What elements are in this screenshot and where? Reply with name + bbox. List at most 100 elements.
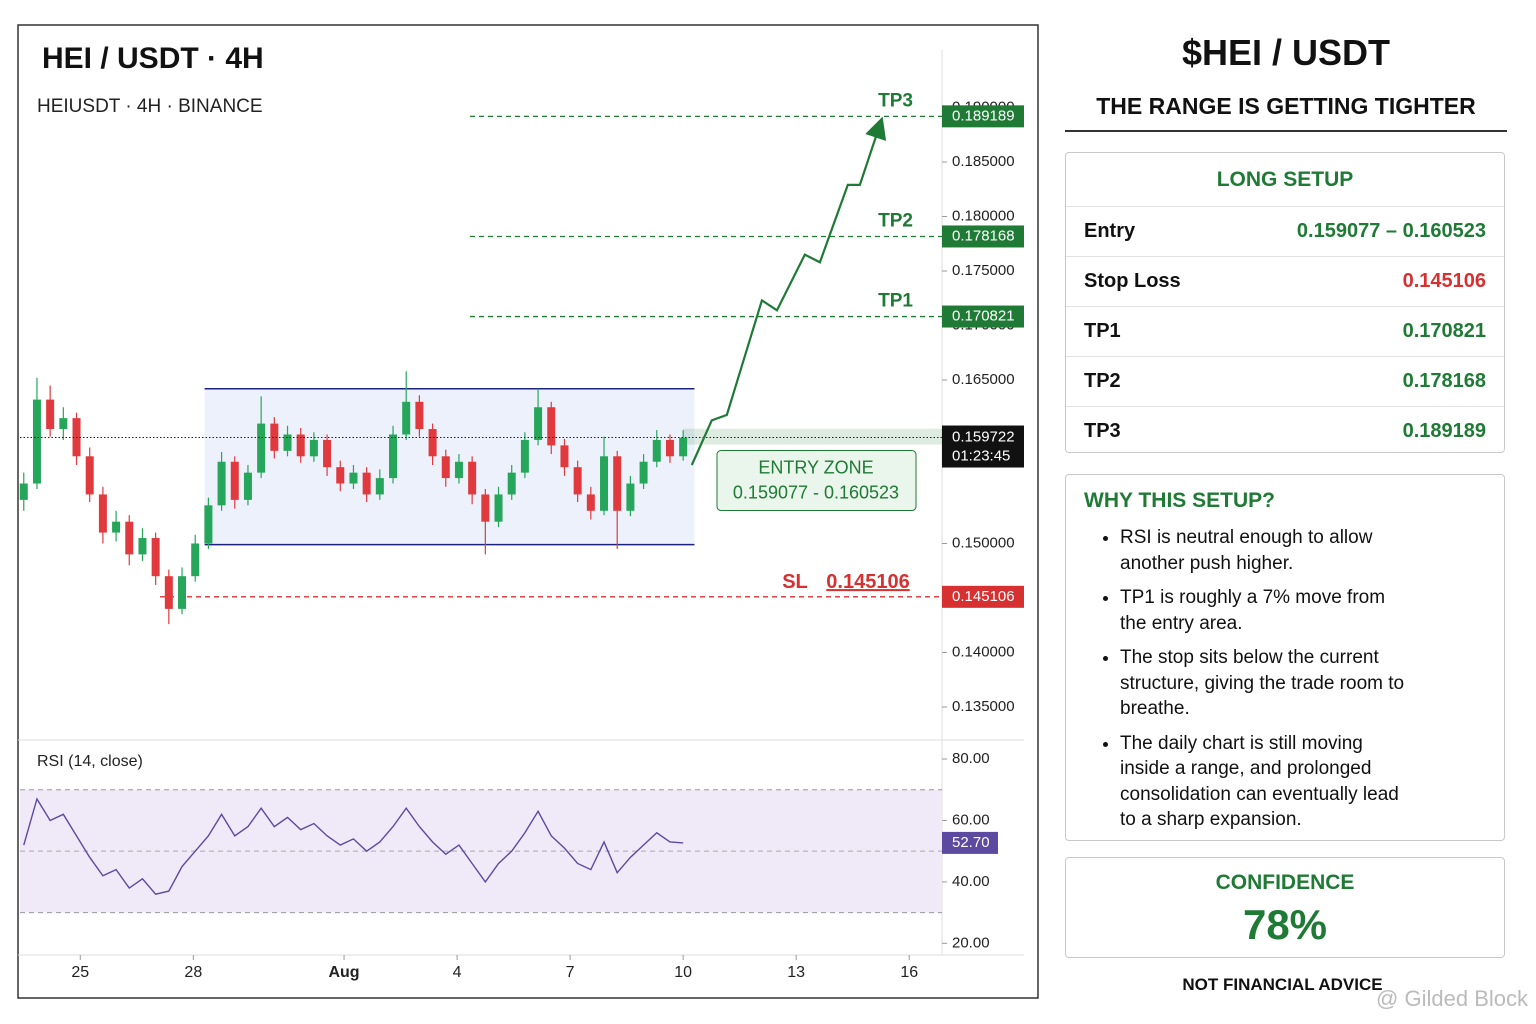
candle-body xyxy=(428,429,437,457)
level-tag xyxy=(942,225,1024,248)
y-tick-label: 0.165000 xyxy=(952,371,1015,388)
candle-body xyxy=(402,401,411,435)
candle-body xyxy=(534,407,543,440)
setup-label: Stop Loss xyxy=(1084,270,1181,292)
y-tick-label: 0.140000 xyxy=(952,643,1015,660)
level-label: TP1 xyxy=(878,291,913,312)
setup-value: 0.178168 xyxy=(1402,370,1486,392)
setup-row: TP2 0.178168 xyxy=(1066,356,1504,406)
level-tag-label: 0.178168 xyxy=(952,227,1015,244)
level-value-label: 0.145106 xyxy=(826,571,909,593)
current-price-label: 0.159722 xyxy=(952,428,1015,445)
setup-label: TP3 xyxy=(1084,420,1121,442)
entry-callout xyxy=(716,450,917,512)
rsi-tag-label: 52.70 xyxy=(952,834,990,851)
setup-value: 0.159077 – 0.160523 xyxy=(1296,220,1486,242)
candle-body xyxy=(600,456,609,511)
chart-subtitle: HEIUSDT · 4H · BINANCE xyxy=(37,96,263,117)
candle-body xyxy=(626,483,635,511)
candle-body xyxy=(309,439,318,457)
setup-row: TP1 0.170821 xyxy=(1066,306,1504,356)
candle-body xyxy=(639,461,648,484)
setup-row: TP3 0.189189 xyxy=(1066,406,1504,456)
candle-body xyxy=(441,456,450,479)
level-tag xyxy=(942,305,1024,328)
entry-callout-range: 0.159077 - 0.160523 xyxy=(733,482,899,502)
y-tick-label: 0.150000 xyxy=(952,534,1015,551)
rsi-tag xyxy=(942,831,998,854)
level-label: TP3 xyxy=(878,90,913,111)
x-tick-label: 13 xyxy=(787,964,805,981)
y-tick-label: 0.135000 xyxy=(952,698,1015,715)
candle-body xyxy=(665,439,674,457)
bullet: RSI is neutral enough to allow another p… xyxy=(1120,525,1410,576)
bullet: The stop sits below the current structur… xyxy=(1120,645,1410,722)
bullet-list: RSI is neutral enough to allow another p… xyxy=(1084,525,1410,833)
candle-body xyxy=(204,505,213,544)
level-tag xyxy=(942,105,1024,128)
candle-body xyxy=(46,399,55,430)
candle-body xyxy=(679,437,688,457)
candle-body xyxy=(349,472,358,484)
level-tag-label: 0.189189 xyxy=(952,107,1015,124)
candle-body xyxy=(323,439,332,468)
candle-body xyxy=(560,445,569,468)
setup-value: 0.189189 xyxy=(1402,420,1486,442)
setup-row: Stop Loss 0.145106 xyxy=(1066,256,1504,306)
chart-title: HEI / USDT · 4H xyxy=(42,42,264,75)
confidence-label: CONFIDENCE xyxy=(1215,871,1355,894)
y-tick-label: 0.180000 xyxy=(952,207,1015,224)
candle-body xyxy=(454,461,463,479)
candle-body xyxy=(652,439,661,462)
level-tag xyxy=(942,585,1024,608)
rsi-title: RSI (14, close) xyxy=(37,753,143,770)
candle-body xyxy=(270,423,279,451)
candle-body xyxy=(32,399,41,484)
candle-body xyxy=(468,461,477,495)
level-tag-label: 0.170821 xyxy=(952,308,1015,325)
candle-body xyxy=(230,461,239,500)
x-tick-label: 7 xyxy=(566,964,575,981)
setup-card: LONG SETUP Entry 0.159077 – 0.160523 Stop … xyxy=(1065,152,1505,453)
candle-body xyxy=(217,461,226,506)
candle-body xyxy=(520,439,529,473)
setup-label: TP2 xyxy=(1084,370,1121,392)
candle-body xyxy=(296,434,305,457)
candle-body xyxy=(257,423,266,473)
candle-body xyxy=(85,456,94,495)
candle-body xyxy=(415,401,424,430)
setup-label: TP1 xyxy=(1084,320,1121,342)
setup-heading: LONG SETUP xyxy=(1216,168,1354,191)
setup-row: Entry 0.159077 – 0.160523 xyxy=(1066,206,1504,256)
candle-body xyxy=(59,418,68,430)
level-label: TP2 xyxy=(878,210,913,231)
candle-body xyxy=(573,467,582,495)
candle-body xyxy=(375,478,384,495)
candle-body xyxy=(613,456,622,511)
y-tick-label: 40.00 xyxy=(952,873,990,890)
current-price-tag xyxy=(942,425,1024,468)
y-tick-label: 60.00 xyxy=(952,811,990,828)
x-tick-label: Aug xyxy=(328,964,359,981)
y-tick-label: 20.00 xyxy=(952,934,990,951)
candle-body xyxy=(362,472,371,495)
setup-value: 0.145106 xyxy=(1402,270,1486,292)
candle-body xyxy=(481,494,490,522)
candle-body xyxy=(507,472,516,495)
candle-body xyxy=(164,576,173,609)
projection-path xyxy=(690,116,887,466)
x-tick-label: 28 xyxy=(184,964,202,981)
y-tick-label: 0.175000 xyxy=(952,262,1015,279)
confidence-value: 78% xyxy=(1242,901,1328,948)
y-tick-label: 80.00 xyxy=(952,750,990,767)
x-tick-label: 4 xyxy=(453,964,462,981)
level-tag-label: 0.145106 xyxy=(952,588,1015,605)
candle-body xyxy=(389,434,398,479)
candle-body xyxy=(98,494,107,533)
candle-body xyxy=(336,467,345,484)
candle-body xyxy=(586,494,595,511)
entry-callout-title: ENTRY ZONE xyxy=(758,457,873,477)
candle-body xyxy=(125,521,134,555)
